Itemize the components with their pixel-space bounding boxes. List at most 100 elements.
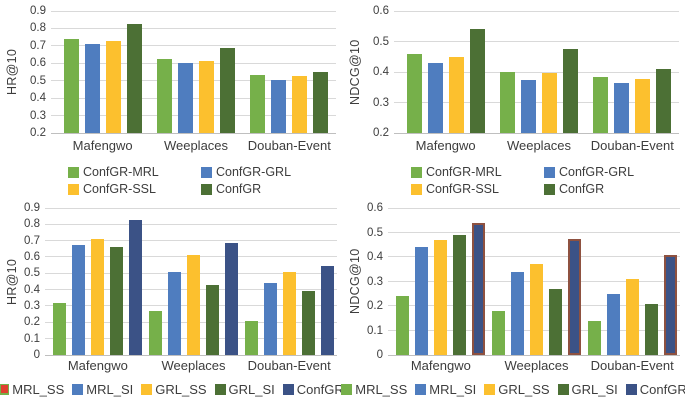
bar-confgr-ssl-douban-event — [635, 78, 651, 133]
bar-confgr-mrl-mafengwo — [406, 53, 422, 133]
legend-item-mrl_ss: MRL_SS — [341, 382, 407, 397]
legend-swatch — [341, 384, 353, 395]
y-axis-ticks: 0.2 0.3 0.4 0.5 0.6 — [343, 5, 389, 139]
bar-group-douban-event — [241, 208, 337, 355]
legend-item-confgr: ConfGR — [625, 382, 685, 397]
gridline — [394, 71, 679, 73]
legend-swatch — [544, 183, 555, 195]
x-axis-line — [388, 354, 680, 356]
legend-item-confgr-grl: ConfGR-GRL — [201, 165, 291, 179]
legend-label: ConfGR-GRL — [559, 165, 635, 179]
bar-confgr-mafengwo — [469, 29, 485, 133]
y-tick-label: 0.3 — [367, 275, 383, 288]
y-tick-label: 0.6 — [367, 202, 383, 214]
bar-grl_si-douban-event — [644, 303, 658, 355]
gridline — [51, 115, 336, 117]
legend-label: ConfGR-MRL — [426, 165, 502, 179]
gridline — [51, 27, 336, 29]
bar-group-mafengwo — [399, 11, 492, 133]
y-axis-ticks: 0 0.1 0.2 0.3 0.4 0.5 0.6 0.7 0.8 0.9 — [0, 202, 40, 361]
legend-label: MRL_SS — [355, 382, 408, 397]
bar-confgr-ssl-weeplaces — [198, 60, 214, 133]
bar-mrl_ss-mafengwo — [53, 302, 67, 355]
bar-group-weeplaces — [489, 208, 585, 355]
bar-grl_ss-douban-event — [282, 271, 296, 355]
bar-confgr-douban-event — [313, 72, 329, 133]
gridline — [45, 207, 337, 209]
y-tick-label: 0.5 — [373, 35, 389, 48]
legend-swatch — [141, 384, 153, 395]
bar-mrl_ss-douban-event — [587, 320, 601, 355]
x-axis-line — [45, 354, 337, 356]
stray-red-swatch — [1, 385, 8, 393]
legend-label: ConfGR — [559, 182, 605, 196]
bar-confgr-grl-douban-event — [271, 79, 287, 133]
gridline — [51, 97, 336, 99]
legend-swatch — [72, 384, 84, 395]
gridline — [45, 223, 337, 225]
y-tick-label: 0.5 — [30, 74, 46, 87]
bar-confgr-douban-event — [663, 254, 677, 355]
legend-label: MRL_SI — [429, 382, 477, 397]
bar-confgr-mrl-douban-event — [593, 76, 609, 133]
legend-swatch — [214, 384, 226, 395]
category-label: Mafengwo — [72, 138, 133, 153]
bar-confgr-grl-mafengwo — [84, 44, 100, 133]
bar-confgr-mafengwo — [126, 24, 142, 133]
legend-label: ConfGR-SSL — [426, 182, 499, 196]
legend-item-confgr: ConfGR — [282, 382, 344, 397]
bar-confgr-mrl-weeplaces — [499, 72, 515, 133]
legend-label: GRL_SI — [228, 382, 275, 397]
legend-item-confgr-ssl: ConfGR-SSL — [411, 182, 544, 196]
category-label: Weeplaces — [504, 358, 569, 373]
bar-confgr-weeplaces — [568, 238, 581, 355]
bar-confgr-ssl-mafengwo — [105, 40, 121, 133]
bar-group-weeplaces — [492, 11, 585, 133]
category-label: Douban-Event — [247, 358, 331, 373]
y-tick-label: 0.4 — [367, 251, 383, 263]
y-tick-label: 0.3 — [30, 109, 46, 122]
bar-mrl_ss-mafengwo — [396, 296, 410, 355]
y-tick-label: 0.3 — [373, 96, 389, 109]
bar-confgr-douban-event — [320, 265, 334, 355]
plot-area — [394, 10, 679, 134]
legend-item-mrl_ss: MRL_SS — [0, 382, 64, 397]
legend-label: GRL_SI — [571, 382, 618, 397]
bars-layer — [50, 208, 337, 355]
bar-grl_ss-douban-event — [625, 279, 639, 355]
y-tick-label: 0.8 — [24, 218, 40, 231]
bar-grl_si-mafengwo — [110, 247, 124, 355]
legend-label: ConfGR — [296, 382, 344, 397]
y-tick-label: 0.1 — [24, 332, 40, 345]
x-axis-labels: Mafengwo Weeplaces Douban-Event — [56, 138, 336, 153]
legend-label: ConfGR — [639, 382, 685, 397]
category-label: Weeplaces — [506, 138, 572, 153]
legend-swatch — [282, 384, 294, 395]
bar-confgr-grl-douban-event — [614, 82, 630, 133]
y-tick-label: 0.3 — [24, 300, 40, 312]
gridline — [394, 10, 679, 12]
bar-grl_si-weeplaces — [549, 288, 562, 355]
y-tick-label: 0.2 — [24, 316, 40, 329]
y-tick-label: 0.9 — [30, 5, 46, 17]
category-label: Douban-Event — [590, 358, 674, 373]
y-tick-label: 0.1 — [367, 324, 383, 337]
gridline — [394, 102, 679, 103]
bar-confgr-ssl-weeplaces — [541, 72, 557, 133]
category-label: Mafengwo — [410, 358, 471, 373]
legend-label: MRL_SI — [86, 382, 134, 397]
gridline — [51, 80, 336, 82]
category-label: Weeplaces — [161, 358, 226, 373]
bar-confgr-ssl-douban-event — [292, 76, 308, 133]
x-axis-labels: Mafengwo Weeplaces Douban-Event — [50, 358, 337, 373]
y-tick-label: 0.7 — [30, 39, 46, 52]
bar-mrl_ss-weeplaces — [149, 310, 162, 355]
gridline — [388, 231, 680, 233]
legend-label: ConfGR-MRL — [83, 165, 159, 179]
legend-swatch — [544, 166, 555, 178]
legend-item-confgr-mrl: ConfGR-MRL — [68, 165, 201, 179]
bar-grl_ss-weeplaces — [187, 255, 200, 355]
y-tick-label: 0.2 — [30, 127, 46, 139]
legend-label: MRL_SS — [12, 382, 65, 397]
y-tick-label: 0.4 — [30, 92, 46, 105]
